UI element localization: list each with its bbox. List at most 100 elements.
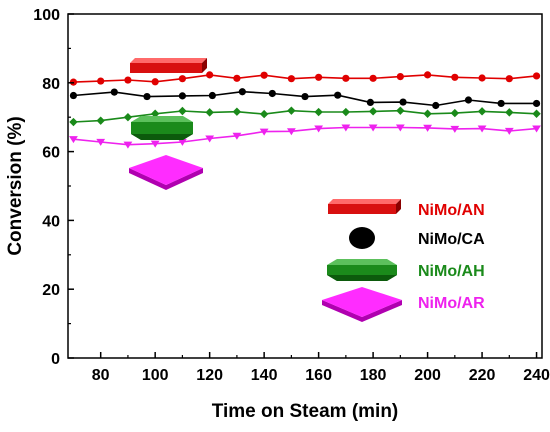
data-point <box>286 128 296 136</box>
data-point <box>396 73 404 81</box>
data-point <box>532 109 541 118</box>
legend-label: NiMo/AH <box>418 263 485 280</box>
y-tick-label: 20 <box>42 282 60 299</box>
data-point <box>314 125 324 133</box>
series-1 <box>69 71 541 86</box>
data-point <box>497 99 505 108</box>
legend-item-3: NiMo/AH <box>327 259 485 281</box>
series-line <box>73 109 537 123</box>
legend-swatch <box>322 287 402 322</box>
data-point <box>477 125 487 133</box>
x-axis-title: Time on Steam (min) <box>212 401 399 422</box>
data-point <box>259 128 269 136</box>
x-tick-label: 240 <box>523 367 550 384</box>
data-point <box>259 109 269 119</box>
legend-swatch <box>328 199 401 214</box>
legend-swatch <box>327 259 397 281</box>
data-point <box>143 92 151 101</box>
data-point <box>505 108 514 117</box>
data-point <box>396 106 405 115</box>
data-point <box>110 88 118 96</box>
legend-item-4: NiMo/AR <box>322 287 485 322</box>
data-point <box>238 88 246 96</box>
x-tick-label: 200 <box>414 367 441 384</box>
data-point <box>342 74 350 82</box>
data-point <box>341 107 351 117</box>
data-point <box>532 125 541 133</box>
data-point <box>178 92 187 100</box>
data-point <box>232 132 242 140</box>
data-point <box>423 124 432 132</box>
data-point <box>232 107 242 116</box>
data-point <box>260 71 268 79</box>
data-point <box>205 135 215 143</box>
legend: NiMo/AN NiMo/CA NiMo/AH NiMo/AR <box>322 199 485 322</box>
catalyst-icon-magenta-tile <box>129 155 203 190</box>
x-tick-label: 160 <box>305 367 332 384</box>
data-point <box>69 91 78 100</box>
legend-item-2: NiMo/CA <box>349 227 485 249</box>
y-axis-title: Conversion (%) <box>5 116 26 255</box>
y-tick-label: 0 <box>51 351 60 368</box>
x-tick-label: 180 <box>360 367 387 384</box>
x-tick-label: 80 <box>92 367 110 384</box>
data-point <box>151 78 159 86</box>
data-point <box>287 106 296 115</box>
series-2 <box>69 88 541 110</box>
data-point <box>208 91 216 100</box>
data-point <box>369 74 377 82</box>
data-point <box>205 108 214 117</box>
data-point <box>432 101 440 110</box>
data-point <box>423 71 432 79</box>
data-point <box>368 124 378 132</box>
x-tick-label: 100 <box>142 367 169 384</box>
data-point <box>423 109 432 118</box>
series-3 <box>69 106 541 127</box>
legend-label: NiMo/CA <box>418 231 485 248</box>
data-point <box>150 140 160 148</box>
x-tick-label: 120 <box>196 367 223 384</box>
legend-item-1: NiMo/AN <box>328 199 485 219</box>
catalyst-icon-red-slab <box>130 58 207 73</box>
series-4 <box>69 124 541 149</box>
data-point <box>532 72 541 80</box>
data-point <box>450 108 460 118</box>
data-point <box>478 74 486 82</box>
data-point <box>505 75 513 83</box>
data-point <box>399 98 407 106</box>
data-point <box>96 116 105 125</box>
data-point <box>123 141 133 149</box>
y-tick-label: 100 <box>33 7 60 24</box>
x-tick-label: 220 <box>469 367 496 384</box>
data-point <box>368 107 378 116</box>
data-point <box>395 124 405 132</box>
data-point <box>464 96 473 104</box>
y-tick-label: 60 <box>42 145 60 162</box>
data-point <box>178 138 187 146</box>
y-tick-label: 40 <box>42 213 60 230</box>
data-point <box>124 76 132 84</box>
data-point <box>451 73 459 81</box>
data-point <box>233 74 241 82</box>
data-point <box>178 75 187 83</box>
data-point <box>366 98 374 107</box>
data-point <box>178 106 187 116</box>
series-line <box>73 74 537 83</box>
y-tick-label: 80 <box>42 76 60 93</box>
data-point <box>504 127 514 135</box>
data-point <box>69 117 78 127</box>
legend-label: NiMo/AN <box>418 202 485 219</box>
data-point <box>287 75 295 83</box>
data-point <box>301 92 309 101</box>
data-point <box>477 107 487 116</box>
data-point <box>69 136 78 144</box>
data-point <box>96 138 106 146</box>
data-point <box>150 109 160 118</box>
data-point <box>315 73 323 81</box>
data-point <box>334 91 342 99</box>
decor-layer <box>129 58 207 190</box>
legend-swatch <box>349 227 375 249</box>
data-point <box>341 124 351 132</box>
data-point <box>206 71 214 79</box>
